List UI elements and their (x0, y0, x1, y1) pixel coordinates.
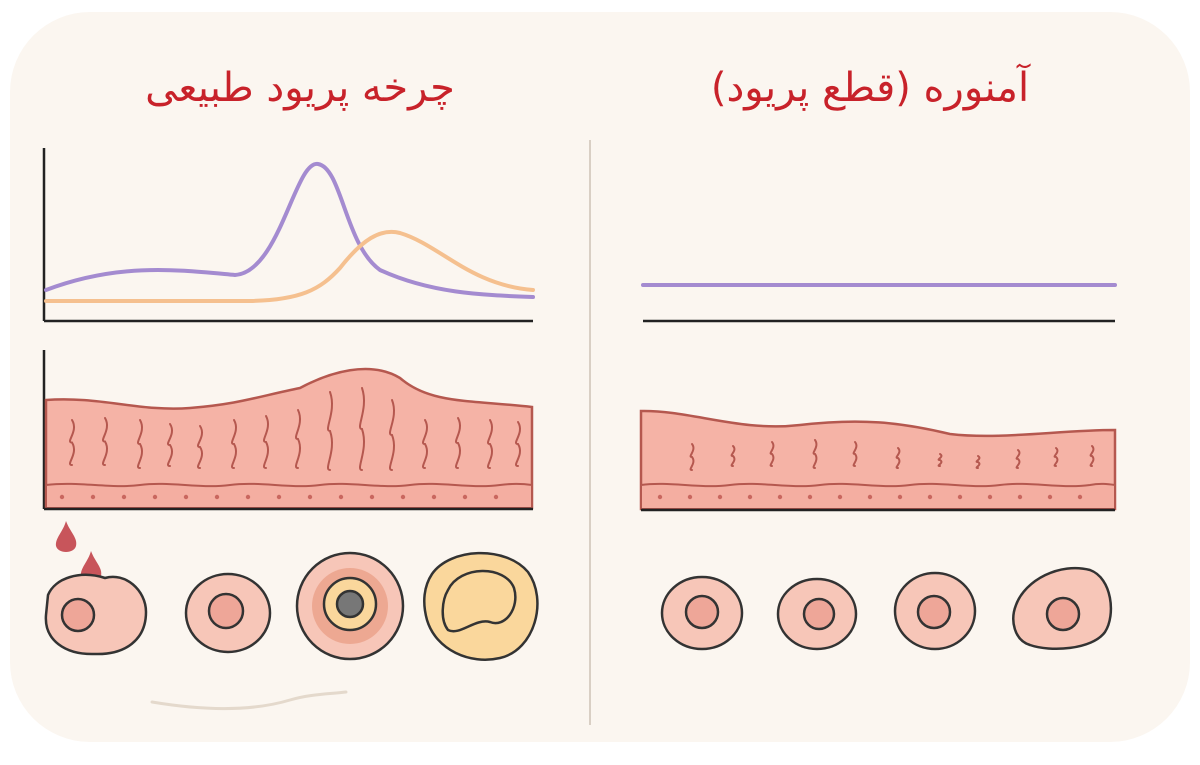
tissue-dot (121, 494, 127, 500)
gland-squiggle (327, 391, 333, 471)
endometrium-basal-layer (45, 482, 533, 509)
gland-squiggle (769, 441, 775, 467)
tissue-dot (1077, 494, 1083, 500)
gland-squiggle (515, 421, 521, 467)
tissue-dot (307, 494, 313, 500)
gland-squiggle (197, 425, 203, 469)
tissue-dot (183, 494, 189, 500)
endometrium-dots (59, 494, 499, 500)
tissue-dot (777, 494, 783, 500)
follicle-sequence-amenorrhea (660, 566, 1113, 651)
gland-squiggle (295, 409, 301, 469)
tissue-dot (837, 494, 843, 500)
tissue-dot (400, 494, 406, 500)
tissue-dot (493, 494, 499, 500)
gland-squiggle (137, 419, 143, 469)
tissue-dot (338, 494, 344, 500)
hormone-chart-normal (42, 148, 535, 323)
tissue-dot (717, 494, 723, 500)
gland-squiggle (69, 419, 75, 466)
follicle-inactive (893, 571, 977, 651)
follicle-ruptured (44, 573, 148, 656)
gland-squiggle (730, 445, 736, 467)
follicle-primary (184, 572, 272, 654)
normal-cycle-title: چرخه پریود طبیعی (145, 65, 455, 111)
tissue-dot (897, 494, 903, 500)
tissue-dot (657, 494, 663, 500)
gland-squiggle (812, 439, 818, 469)
tissue-dot (276, 494, 282, 500)
endometrium-thick-layer (44, 367, 534, 510)
decorative-stroke (150, 690, 348, 710)
tissue-dot (152, 494, 158, 500)
follicle-inactive (660, 575, 744, 651)
gland-squiggle (102, 417, 108, 466)
tissue-dot (747, 494, 753, 500)
gland-squiggle (422, 419, 428, 469)
gland-squiggle (1015, 449, 1021, 469)
gland-squiggle (1089, 445, 1095, 467)
tissue-dot (90, 494, 96, 500)
tissue-dot (59, 494, 65, 500)
corpus-luteum (423, 551, 539, 661)
gland-squiggle (455, 417, 461, 469)
tissue-dot (462, 494, 468, 500)
tissue-dot (369, 494, 375, 500)
endometrium-normal (42, 350, 534, 511)
gland-squiggle (167, 423, 173, 467)
endometrium-basal-layer (640, 482, 1116, 510)
endometrium-dots (657, 494, 1083, 500)
follicle-inactive (776, 577, 858, 651)
blood-drop-icon (55, 521, 77, 552)
endometrium-glands (69, 387, 521, 471)
gland-squiggle (852, 441, 858, 467)
tissue-dot (807, 494, 813, 500)
gland-squiggle (1053, 447, 1059, 467)
tissue-dot (927, 494, 933, 500)
hormone-curve-orange (44, 229, 535, 303)
gland-squiggle (359, 387, 365, 471)
gland-squiggle (263, 415, 269, 469)
gland-squiggle (975, 455, 981, 469)
gland-squiggle (937, 453, 943, 467)
gland-squiggle (689, 443, 695, 471)
tissue-dot (431, 494, 437, 500)
follicle-inactive (1012, 566, 1113, 650)
hormone-curve-purple (44, 162, 535, 299)
tissue-dot (214, 494, 220, 500)
follicle-sequence-normal (44, 551, 539, 661)
tissue-dot (687, 494, 693, 500)
follicle-dominant (295, 551, 405, 661)
tissue-dot (1047, 494, 1053, 500)
tissue-dot (245, 494, 251, 500)
gland-squiggle (231, 419, 237, 469)
hormone-chart-amenorrhea (641, 283, 1117, 323)
tissue-dot (1017, 494, 1023, 500)
endometrium-glands (689, 439, 1095, 471)
tissue-dot (867, 494, 873, 500)
tissue-dot (957, 494, 963, 500)
amenorrhea-title: آمنوره (قطع پریود) (710, 65, 1030, 111)
gland-squiggle (487, 419, 493, 469)
gland-squiggle (389, 399, 395, 471)
endometrium-amenorrhea (639, 409, 1117, 512)
gland-squiggle (895, 447, 901, 469)
tissue-dot (987, 494, 993, 500)
